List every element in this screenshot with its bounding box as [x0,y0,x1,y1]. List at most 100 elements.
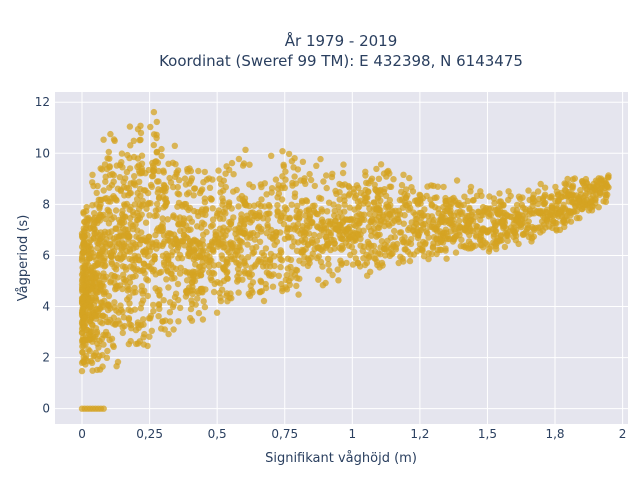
data-point [97,196,104,204]
data-point [158,325,165,332]
data-point [382,192,390,199]
data-point [177,264,184,271]
data-point [567,211,574,219]
data-point [244,241,251,248]
data-point [165,230,172,237]
data-point [419,221,427,228]
data-point [166,174,173,182]
data-point [562,181,570,188]
data-point [174,280,182,288]
data-point [116,320,123,327]
data-point [130,289,137,296]
data-point [87,357,95,365]
data-point [262,245,270,252]
data-point [327,246,334,254]
data-point [126,255,133,262]
data-point [418,209,425,216]
data-point [163,199,170,206]
data-point [137,129,145,137]
data-point [469,208,476,216]
data-point [249,183,257,191]
data-point [280,163,287,170]
data-point [316,194,323,201]
data-point [92,315,100,322]
data-point [274,202,281,209]
data-point [221,266,228,274]
data-point [358,215,365,222]
data-point [318,206,325,213]
data-point [241,220,248,228]
data-point [398,181,406,189]
data-point [317,155,324,163]
data-point [144,263,151,270]
data-point [349,261,357,268]
data-point [84,326,91,333]
data-point [554,192,562,199]
data-point [564,175,571,183]
data-point [366,205,373,212]
data-point [138,300,145,307]
data-point [206,184,214,191]
data-point [268,152,275,159]
data-point [104,206,111,213]
data-point [251,202,258,209]
data-point [420,253,428,260]
data-point [228,255,235,263]
data-point [173,247,181,254]
data-point [294,239,302,246]
data-point [461,193,468,200]
data-point [496,198,503,205]
data-point [78,367,86,375]
data-point [239,162,247,169]
data-point [320,228,328,235]
data-point [266,259,274,266]
data-point [347,251,354,259]
data-point [234,278,241,285]
data-point [275,182,282,189]
data-point [180,226,188,234]
data-point [191,185,199,192]
data-point [549,207,556,215]
data-point [443,255,450,262]
chart-title-line-2: Koordinat (Sweref 99 TM): E 432398, N 61… [159,52,523,70]
data-point [95,307,102,315]
data-point [289,243,296,250]
data-point [476,237,484,244]
data-point [102,178,109,185]
data-point [93,328,101,336]
data-point [444,232,451,240]
data-point [91,335,98,343]
data-point [259,249,266,257]
data-point [220,238,227,245]
data-point [339,169,347,177]
data-point [255,258,262,265]
data-point [79,275,87,282]
data-point [106,336,113,344]
data-point [145,199,152,207]
data-point [253,243,260,251]
data-point [366,210,373,218]
data-point [258,196,265,203]
data-point [289,179,296,187]
data-point [107,279,114,286]
data-point [504,237,511,245]
data-point [238,192,246,200]
data-point [126,123,134,130]
data-point [80,264,88,271]
data-point [181,175,189,182]
data-point [477,216,484,224]
data-point [228,159,236,167]
data-point [146,333,153,340]
data-point [292,266,300,273]
y-tick-label: 0 [42,402,50,416]
data-point [152,231,159,239]
data-point [406,174,413,182]
data-point [218,286,226,293]
data-point [604,182,611,189]
data-point [306,215,313,223]
data-point [105,148,113,156]
data-point [288,234,295,241]
data-point [93,201,100,208]
data-point [102,288,109,296]
data-point [291,155,298,162]
